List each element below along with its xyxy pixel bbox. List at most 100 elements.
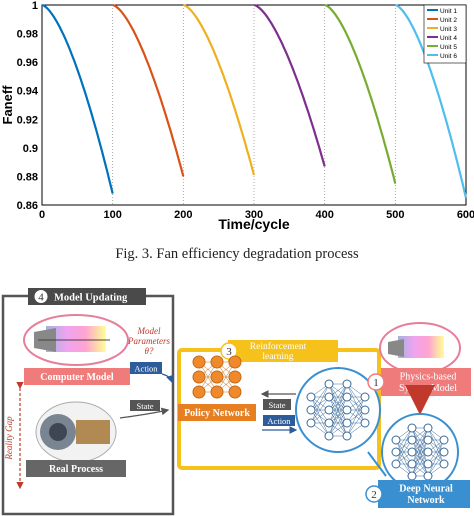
network-node — [306, 392, 316, 402]
dnn-label — [378, 480, 470, 508]
network-node — [324, 405, 334, 415]
network-node — [423, 447, 433, 457]
network-node — [210, 355, 224, 369]
computer-model-label — [24, 368, 130, 385]
y-tick-label: 1 — [32, 0, 38, 12]
network-node — [228, 355, 242, 369]
network-node — [210, 370, 224, 384]
legend-entry: Unit 4 — [440, 35, 457, 42]
network-node — [324, 418, 334, 428]
y-tick-labels: 0.86 0.88 0.9 0.92 0.94 0.96 0.98 1 — [17, 0, 39, 212]
network-node — [423, 471, 433, 481]
network-node — [407, 435, 417, 445]
fan-efficiency-chart: 0 100 200 300 400 500 600 0.860.880.90.920.940… — [0, 0, 474, 232]
network-node — [342, 431, 352, 441]
x-tick-label: 300 — [245, 209, 263, 221]
physics-model-image — [379, 322, 461, 374]
x-tick-label: 200 — [174, 209, 192, 221]
legend-entry: Unit 6 — [440, 53, 457, 60]
svg-text:3: 3 — [226, 346, 232, 358]
step-4-badge — [33, 289, 49, 304]
network-node — [391, 459, 401, 469]
network-node — [423, 435, 433, 445]
svg-text:Action: Action — [267, 416, 291, 426]
policy-network-graph — [192, 355, 242, 399]
x-axis-label: Time/cycle — [218, 216, 290, 232]
rl-action-tag — [263, 415, 295, 426]
network-node — [210, 385, 224, 399]
model-updating-title: Model Updating — [54, 293, 128, 304]
y-tick-label: 0.98 — [17, 29, 38, 41]
network-node — [192, 355, 206, 369]
step-1-badge — [367, 373, 385, 391]
svg-text:Real Process: Real Process — [49, 464, 103, 475]
legend-entry: Unit 2 — [440, 17, 457, 24]
svg-text:State: State — [137, 401, 154, 411]
x-tick-label: 600 — [457, 209, 474, 221]
network-node — [407, 471, 417, 481]
policy-network-label — [178, 404, 256, 421]
legend-entry: Unit 1 — [440, 8, 457, 15]
svg-text:4: 4 — [38, 292, 44, 304]
rl-title-line1: Reinforcement — [250, 341, 307, 352]
network-node — [360, 392, 370, 402]
network-node — [324, 392, 334, 402]
model-parameters-line3: θ? — [145, 346, 154, 356]
network-node — [342, 392, 352, 402]
network-node — [423, 423, 433, 433]
x-tick-label: 0 — [39, 209, 45, 221]
network-node — [342, 379, 352, 389]
vertical-gridlines — [112, 5, 396, 205]
series-line — [253, 3, 326, 167]
y-tick-label: 0.86 — [17, 200, 38, 212]
dnn-graph — [391, 423, 449, 481]
series-line — [41, 3, 114, 194]
svg-text:2: 2 — [371, 489, 377, 501]
network-node — [306, 418, 316, 428]
svg-text:Network: Network — [407, 495, 445, 506]
real-engine-image — [35, 401, 117, 463]
rl-title-line2: learning — [262, 352, 293, 362]
legend-entry: Unit 5 — [440, 44, 457, 51]
network-node — [342, 405, 352, 415]
network-node — [324, 379, 334, 389]
network-node — [192, 370, 206, 384]
x-tick-labels: 0 100 200 300 400 500 600 — [39, 209, 474, 221]
x-tick-label: 100 — [103, 209, 121, 221]
series-line — [112, 3, 185, 177]
action-tag — [130, 362, 162, 374]
x-tick-label: 400 — [315, 209, 333, 221]
network-node — [228, 385, 242, 399]
figure-caption: Fig. 3. Fan efficiency degradation proce… — [115, 246, 359, 262]
svg-text:Computer Model: Computer Model — [40, 372, 114, 383]
legend-entry: Unit 3 — [440, 26, 457, 33]
network-node — [324, 431, 334, 441]
network-node — [439, 447, 449, 457]
reinforcement-learning-header — [228, 340, 338, 362]
svg-text:Policy Network: Policy Network — [184, 408, 250, 419]
network-node — [391, 447, 401, 457]
y-tick-label: 0.92 — [17, 114, 38, 126]
y-tick-label: 0.94 — [17, 86, 39, 98]
svg-text:System Model: System Model — [399, 383, 457, 394]
network-node — [306, 405, 316, 415]
network-node — [228, 370, 242, 384]
network-node — [423, 459, 433, 469]
model-updating-header — [28, 288, 146, 305]
legend: Unit 1 Unit 2 Unit 3 Unit 4 Unit 5 Unit 6 — [423, 4, 467, 64]
step-2-badge — [365, 485, 383, 503]
framework-diagram: 4 Model Updating Computer Model Model Pa… — [1, 288, 471, 516]
y-axis-label: Faneff — [0, 85, 15, 125]
series-line — [182, 3, 256, 176]
network-node — [407, 459, 417, 469]
network-node — [360, 418, 370, 428]
network-node — [439, 435, 449, 445]
svg-text:State: State — [269, 400, 286, 410]
model-parameters-line1: Model — [137, 326, 161, 336]
network-node — [407, 423, 417, 433]
svg-text:Action: Action — [134, 364, 158, 374]
real-process-label — [26, 460, 126, 477]
network-node — [391, 435, 401, 445]
step-3-badge — [220, 342, 238, 360]
svg-text:1: 1 — [373, 377, 379, 389]
